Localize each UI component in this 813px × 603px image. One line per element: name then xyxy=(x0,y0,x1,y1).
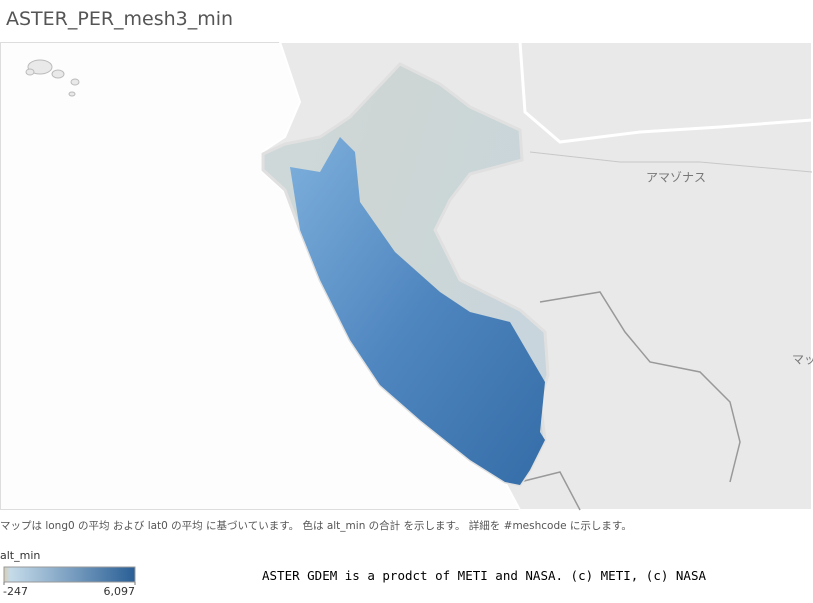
sheet-title: ASTER_PER_mesh3_min xyxy=(6,8,234,30)
caption: マップは long0 の平均 および lat0 の平均 に基づいています。 色は… xyxy=(0,520,632,532)
map-label: マッ xyxy=(792,353,813,367)
attribution: ASTER GDEM is a prodct of METI and NASA.… xyxy=(262,568,707,583)
border xyxy=(539,291,741,483)
border xyxy=(529,151,813,173)
legend-title: alt_min xyxy=(0,549,40,562)
highland-region xyxy=(290,137,545,485)
color-legend: alt_min -247 6,097 xyxy=(0,549,136,598)
legend-ramp xyxy=(3,566,136,583)
border xyxy=(518,42,813,144)
islands xyxy=(25,59,80,97)
border xyxy=(519,471,581,511)
legend-min-label: -247 xyxy=(3,585,28,598)
map-label: アマゾナス xyxy=(646,171,706,185)
map: アマゾナス マッ xyxy=(0,42,813,511)
legend-max-label: 6,097 xyxy=(104,585,136,598)
